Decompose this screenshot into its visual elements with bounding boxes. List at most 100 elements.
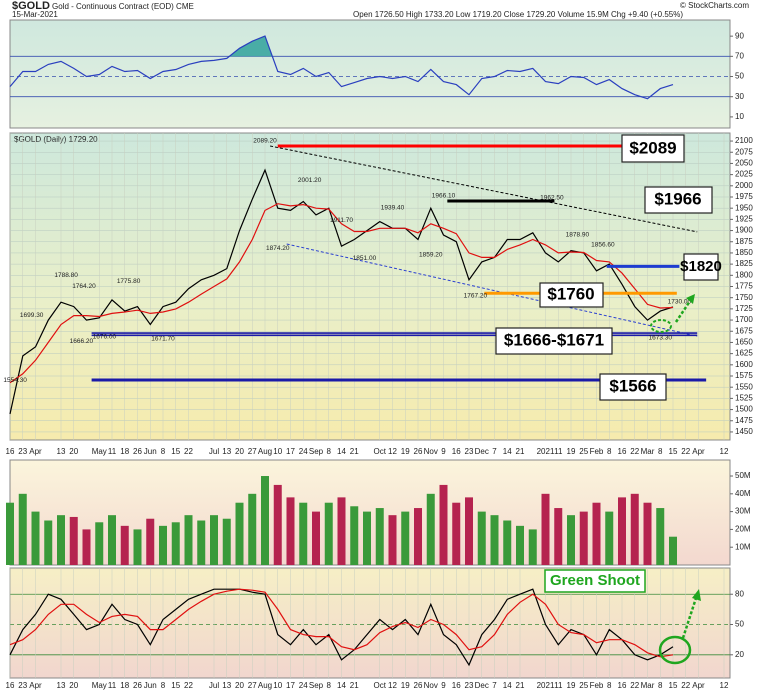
x-tick-label: 20	[235, 447, 244, 456]
volume-bar	[465, 497, 473, 565]
volume-bar	[516, 525, 524, 565]
y-tick-label: 1475	[735, 416, 753, 425]
x-tick-label: 20	[69, 447, 78, 456]
x-tick-label: Sep	[309, 681, 324, 690]
y-tick-label: 1700	[735, 315, 753, 324]
volume-bar	[120, 525, 129, 565]
volume-bar	[350, 506, 359, 565]
volume-bar	[82, 529, 91, 565]
volume-bar	[618, 497, 626, 565]
trendline	[270, 145, 698, 233]
level-label: $1760	[547, 284, 594, 303]
x-tick-label: Feb	[590, 447, 604, 456]
symbol: $GOLD	[12, 0, 50, 12]
y-tick-label: 1775	[735, 282, 753, 291]
y-tick-label: 1875	[735, 237, 753, 246]
x-tick-label: 19	[567, 447, 576, 456]
x-tick-label: Dec	[475, 681, 489, 690]
volume-bar	[567, 515, 575, 565]
rsi-fill	[229, 36, 273, 57]
x-tick-label: 14	[503, 447, 512, 456]
x-tick-label: 13	[222, 681, 231, 690]
callout-box	[621, 134, 685, 163]
y-tick-label: 2025	[735, 170, 753, 179]
series-line	[9, 588, 674, 667]
x-tick-label: Jun	[144, 447, 157, 456]
x-tick-label: 8	[607, 447, 612, 456]
y-tick-label: 1925	[735, 214, 753, 223]
point-label: 1788.80	[54, 272, 78, 279]
x-tick-label: 21	[516, 447, 525, 456]
trendline	[286, 243, 698, 337]
x-tick-label: 15	[669, 447, 678, 456]
y-tick-label: 1625	[735, 349, 753, 358]
volume-bar	[159, 525, 167, 565]
y-tick-label: 40M	[735, 489, 751, 498]
volume-bar	[95, 522, 104, 565]
y-tick-label: 1850	[735, 248, 753, 257]
x-tick-label: Apr	[29, 681, 42, 690]
x-tick-label: 12	[720, 681, 729, 690]
volume-bar	[210, 515, 218, 565]
y-tick-label: 1750	[735, 293, 753, 302]
annotation: Green Shoot	[550, 572, 640, 589]
volume-bar	[57, 515, 65, 565]
x-tick-label: 10	[273, 681, 282, 690]
point-label: 1730.00	[668, 298, 692, 305]
x-tick-label: 11	[108, 447, 117, 456]
callout-box	[539, 282, 604, 308]
volume-bar	[299, 502, 308, 565]
x-tick-label: May	[92, 681, 107, 690]
x-tick-label: Jul	[209, 681, 219, 690]
source: © StockCharts.com	[680, 1, 749, 10]
x-tick-label: 19	[401, 447, 410, 456]
volume-bar	[439, 484, 448, 565]
volume-bar	[401, 511, 410, 565]
x-tick-label: Apr	[692, 681, 705, 690]
volume-bar	[477, 511, 486, 565]
y-tick-label: 1950	[735, 203, 753, 212]
series-line	[9, 35, 674, 100]
x-tick-label: Apr	[692, 447, 705, 456]
volume-bar	[363, 511, 371, 565]
date: 15-Mar-2021	[12, 10, 58, 19]
x-tick-label: 26	[133, 447, 142, 456]
x-tick-label: Nov	[424, 681, 438, 690]
x-tick-label: Jul	[209, 447, 219, 456]
x-tick-label: Sep	[309, 447, 324, 456]
point-label: 1775.80	[117, 278, 141, 285]
x-tick-label: 8	[327, 681, 332, 690]
volume-bar	[146, 518, 155, 565]
x-tick-label: 8	[161, 447, 166, 456]
callout-box	[644, 186, 713, 214]
volume-bar	[656, 508, 665, 565]
x-tick-label: 8	[658, 681, 663, 690]
x-tick-label: 23	[18, 447, 27, 456]
y-tick-label: 1450	[735, 427, 753, 436]
x-tick-label: 2021	[537, 681, 555, 690]
x-tick-label: Oct	[374, 681, 387, 690]
arrow-head	[686, 294, 695, 304]
y-tick-label: 1900	[735, 226, 753, 235]
volume-bar	[184, 515, 193, 565]
arrow	[681, 594, 699, 639]
x-tick-label: 26	[414, 447, 423, 456]
x-tick-label: 24	[299, 681, 308, 690]
volume-bar	[108, 515, 116, 565]
y-tick-label: 50	[735, 72, 744, 81]
y-tick-label: 90	[735, 31, 744, 40]
y-tick-label: 20	[735, 650, 744, 659]
volume-bar	[286, 497, 295, 565]
volume-bar	[630, 493, 639, 565]
x-tick-label: Nov	[424, 447, 438, 456]
y-tick-label: 2075	[735, 147, 753, 156]
x-tick-label: Aug	[258, 681, 272, 690]
x-tick-label: 11	[554, 681, 563, 690]
volume-bar	[554, 508, 563, 565]
y-tick-label: 1975	[735, 192, 753, 201]
x-tick-label: 16	[618, 681, 627, 690]
volume-bar	[414, 508, 422, 565]
x-tick-label: 22	[681, 681, 690, 690]
point-label: 2089.20	[253, 138, 277, 145]
